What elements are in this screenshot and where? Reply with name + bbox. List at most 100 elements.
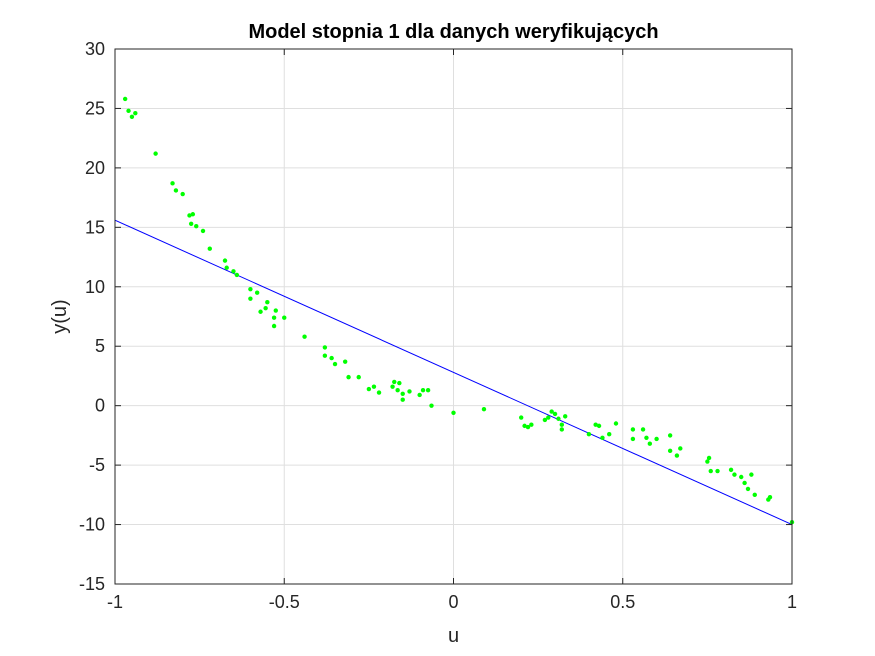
data-point bbox=[630, 436, 636, 442]
data-point bbox=[271, 315, 277, 320]
data-point bbox=[263, 305, 268, 311]
data-point bbox=[559, 427, 565, 432]
y-tick-label: -15 bbox=[79, 574, 105, 594]
y-tick-label: 5 bbox=[95, 336, 105, 356]
data-point bbox=[400, 397, 405, 402]
data-point bbox=[647, 441, 653, 446]
data-point bbox=[222, 258, 228, 263]
data-point bbox=[552, 411, 558, 417]
data-point bbox=[329, 355, 334, 361]
y-tick-label: 30 bbox=[85, 39, 105, 59]
data-point bbox=[188, 221, 194, 226]
x-tick-label: 0 bbox=[448, 592, 458, 612]
data-point bbox=[271, 323, 277, 329]
data-point bbox=[190, 212, 196, 217]
x-tick-label: -1 bbox=[107, 592, 123, 612]
data-point bbox=[392, 379, 397, 385]
data-point bbox=[129, 114, 135, 119]
data-point bbox=[739, 474, 744, 480]
data-point bbox=[425, 388, 431, 393]
model-line bbox=[114, 219, 793, 526]
data-point bbox=[749, 472, 754, 477]
data-point bbox=[395, 388, 400, 393]
y-tick-label: 25 bbox=[85, 98, 105, 118]
data-point bbox=[133, 111, 138, 116]
data-point bbox=[407, 389, 412, 394]
data-point bbox=[519, 415, 524, 420]
data-point bbox=[248, 296, 253, 301]
data-point bbox=[282, 315, 287, 320]
data-point bbox=[607, 432, 612, 437]
data-point bbox=[728, 467, 734, 473]
data-point bbox=[420, 388, 426, 393]
chart-title: Model stopnia 1 dla danych weryfikującyc… bbox=[248, 21, 658, 43]
data-point bbox=[342, 359, 348, 364]
data-point bbox=[705, 459, 710, 464]
data-point bbox=[376, 390, 382, 395]
data-point bbox=[153, 151, 158, 156]
data-point bbox=[356, 374, 361, 380]
data-point bbox=[529, 422, 534, 427]
y-tick-label: -10 bbox=[79, 515, 105, 535]
series-line-group bbox=[114, 219, 793, 526]
data-point bbox=[194, 223, 199, 229]
data-point bbox=[549, 409, 554, 414]
y-tick-label: 10 bbox=[85, 277, 105, 297]
data-point bbox=[332, 361, 338, 367]
data-point bbox=[767, 495, 773, 500]
data-point bbox=[596, 423, 602, 429]
data-point bbox=[322, 345, 328, 350]
data-point bbox=[667, 433, 673, 438]
ticks: -1 -0.5 0 0.5 1 -15 -10 -5 0 5 10 15 20 25 30 bbox=[79, 39, 797, 612]
data-point bbox=[559, 422, 565, 427]
data-point bbox=[542, 417, 548, 423]
data-point bbox=[630, 427, 636, 432]
y-axis-label: y(u) bbox=[49, 299, 71, 333]
data-point bbox=[322, 353, 328, 358]
data-point bbox=[302, 334, 307, 339]
x-tick-label: -0.5 bbox=[269, 592, 300, 612]
data-point bbox=[371, 384, 377, 389]
data-point bbox=[742, 480, 747, 486]
x-tick-label: 1 bbox=[787, 592, 797, 612]
data-point bbox=[752, 492, 757, 498]
y-tick-label: 15 bbox=[85, 217, 105, 237]
data-point bbox=[224, 265, 229, 270]
data-point bbox=[273, 308, 278, 313]
data-point bbox=[644, 435, 649, 440]
data-point bbox=[173, 188, 179, 193]
x-axis-label: u bbox=[448, 625, 459, 647]
data-point bbox=[563, 414, 568, 419]
data-point bbox=[481, 407, 487, 412]
data-point bbox=[556, 416, 561, 421]
x-tick-label: 0.5 bbox=[610, 592, 635, 612]
data-point bbox=[346, 374, 351, 380]
data-point bbox=[640, 427, 646, 432]
data-point bbox=[126, 108, 131, 114]
data-point bbox=[546, 415, 551, 420]
data-point bbox=[390, 384, 395, 389]
data-point bbox=[258, 309, 263, 314]
data-point bbox=[400, 391, 405, 396]
data-point bbox=[654, 436, 659, 442]
data-point bbox=[122, 96, 128, 102]
data-point bbox=[231, 269, 236, 274]
data-point bbox=[525, 424, 531, 430]
data-point bbox=[451, 410, 456, 415]
data-point bbox=[674, 453, 680, 458]
y-tick-label: 0 bbox=[95, 396, 105, 416]
data-point bbox=[715, 468, 720, 474]
data-point bbox=[234, 272, 240, 278]
y-tick-label: -5 bbox=[89, 455, 105, 475]
data-point bbox=[200, 228, 206, 234]
data-point bbox=[248, 286, 253, 292]
data-point bbox=[366, 386, 372, 392]
data-point bbox=[613, 421, 619, 426]
data-point bbox=[586, 432, 592, 437]
data-point bbox=[708, 468, 713, 474]
data-point bbox=[207, 246, 212, 251]
data-point bbox=[170, 181, 175, 186]
data-point bbox=[397, 380, 402, 386]
data-point bbox=[600, 435, 605, 440]
